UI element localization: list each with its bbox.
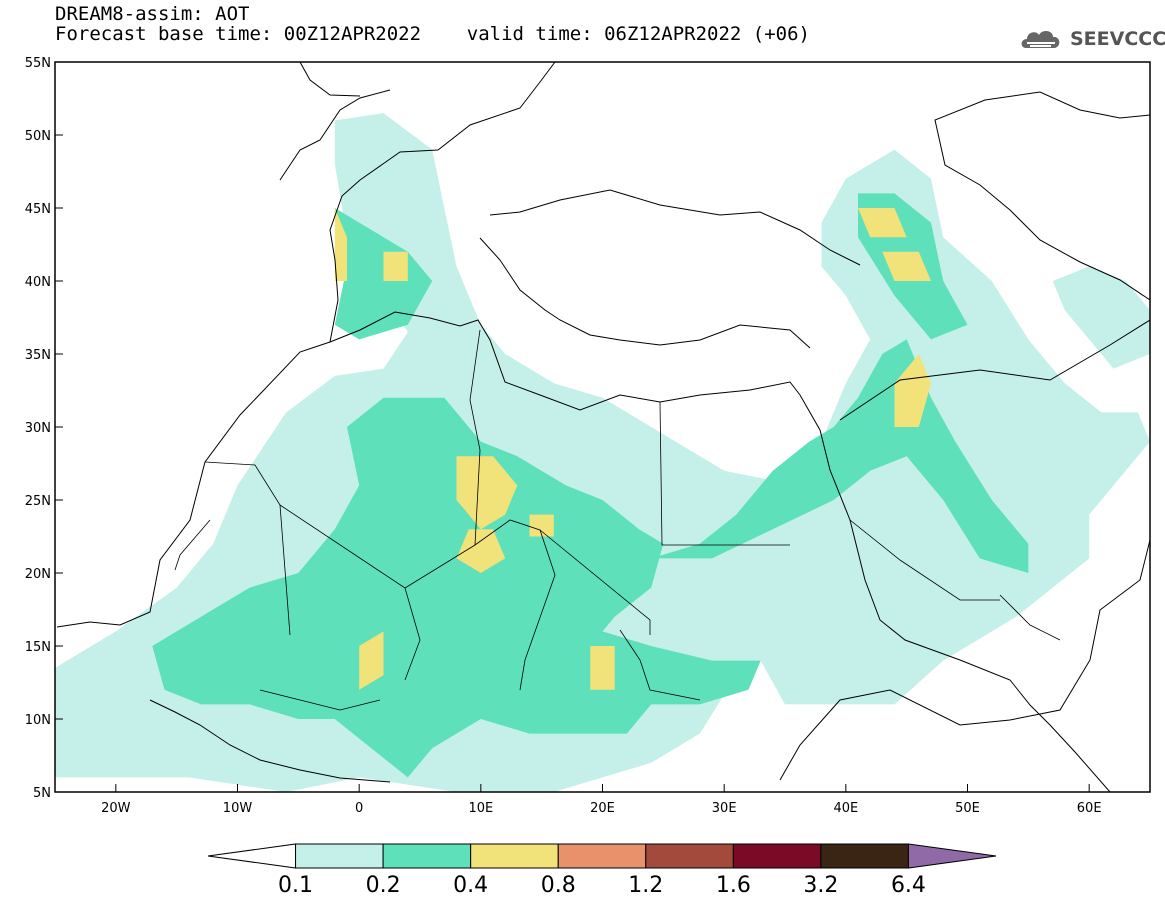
aot-fields	[55, 113, 1150, 792]
colorbar-label: 6.4	[891, 873, 926, 898]
aot-region-0_1-1	[1052, 266, 1150, 369]
x-tick-label: 10W	[223, 801, 253, 816]
x-tick-label: 20W	[101, 801, 131, 816]
y-tick-label: 10N	[25, 713, 51, 728]
map-title: DREAM8-assim: AOT	[55, 3, 250, 25]
y-tick-label: 55N	[25, 56, 51, 71]
y-tick-label: 25N	[25, 494, 51, 509]
y-tick-label: 40N	[25, 275, 51, 290]
aot-region-0_4-15	[882, 251, 931, 281]
colorbar-box	[732, 843, 822, 869]
x-tick-label: 60E	[1077, 801, 1102, 816]
colorbar-label: 0.1	[278, 873, 313, 898]
coastlines	[56, 62, 1150, 792]
x-tick-label: 20E	[590, 801, 615, 816]
x-tick-label: 30E	[712, 801, 737, 816]
aot-region-0_4-11	[334, 208, 347, 281]
colorbar-label: 1.6	[716, 873, 751, 898]
aot-region-0_4-10	[590, 646, 615, 690]
seevccc-logo: SEEVCCC	[1018, 24, 1165, 54]
cloud-icon	[1021, 31, 1060, 48]
x-tick-label: 10E	[468, 801, 493, 816]
longitude-ticks: 20W 10W 0 10E 20E 30E 40E 50E 60E	[101, 784, 1102, 816]
aot-region-0_4-9	[359, 631, 384, 690]
x-tick-label: 50E	[955, 801, 980, 816]
colorbar-labels: 0.1 0.2 0.4 0.8 1.2 1.6 3.2 6.4	[278, 873, 926, 898]
colorbar-box	[295, 843, 384, 869]
colorbar-overflow-triangle	[907, 843, 997, 869]
colorbar-label: 1.2	[628, 873, 663, 898]
aot-region-0_4-8	[529, 514, 554, 537]
aot-region-0_4-6	[456, 456, 518, 530]
x-tick-label: 40E	[833, 801, 858, 816]
colorbar-box	[557, 843, 647, 869]
y-tick-label: 5N	[33, 786, 51, 801]
colorbar-underflow-triangle	[207, 843, 297, 869]
colorbar-label: 0.8	[541, 873, 576, 898]
y-tick-label: 15N	[25, 640, 51, 655]
latitude-ticks: 55N 50N 45N 40N 35N 30N 25N 20N 15N 10N 5N	[25, 56, 63, 801]
aot-region-0_4-13	[894, 354, 931, 427]
y-tick-label: 50N	[25, 129, 51, 144]
colorbar-label: 0.4	[453, 873, 488, 898]
aot-region-0_4-14	[858, 208, 907, 238]
y-tick-label: 35N	[25, 348, 51, 363]
colorbar-box	[820, 843, 909, 869]
country-borders	[174, 329, 1061, 711]
y-tick-label: 30N	[25, 421, 51, 436]
logo-text: SEEVCCC	[1070, 28, 1165, 50]
colorbar-label: 0.2	[366, 873, 401, 898]
colorbar-box	[470, 843, 559, 869]
x-tick-label: 0	[355, 801, 363, 816]
forecast-time-line: Forecast base time: 00Z12APR2022 valid t…	[55, 23, 810, 45]
y-tick-label: 20N	[25, 567, 51, 582]
colorbar-box	[382, 843, 472, 869]
aot-region-0_4-12	[383, 251, 408, 281]
colorbar-boxes	[207, 843, 997, 869]
y-tick-label: 45N	[25, 202, 51, 217]
colorbar-box	[645, 843, 734, 869]
aot-region-0_4-7	[456, 529, 506, 573]
colorbar-label: 3.2	[803, 873, 838, 898]
aot-region-0_2-3	[651, 339, 1029, 573]
